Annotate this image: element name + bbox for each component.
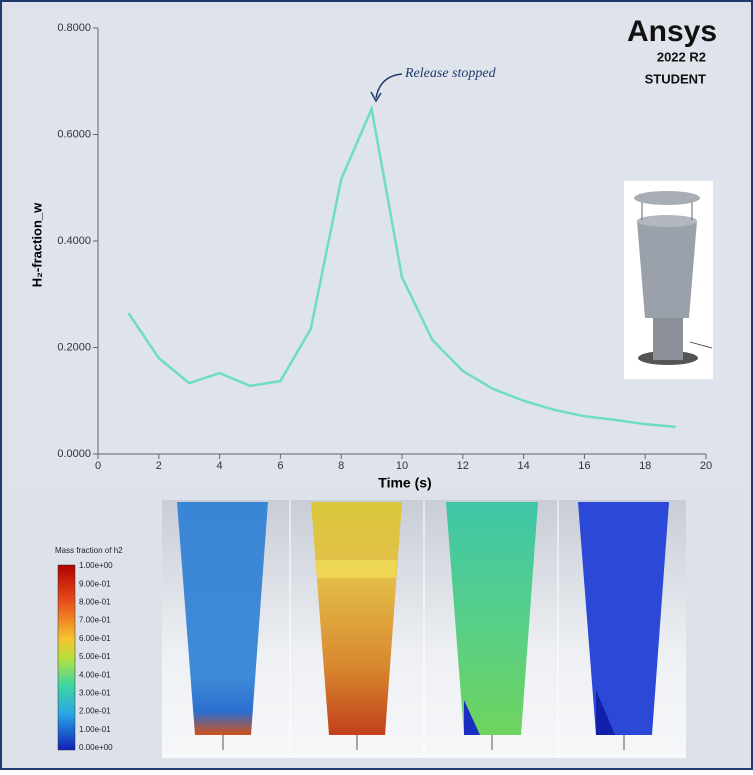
y-tick-label: 0.0000 [57,448,91,460]
y-tick-label: 0.8000 [57,22,91,34]
chart: Ansys 2022 R2 STUDENT Release stopped Ti… [0,0,753,770]
colorbar-title: Mass fraction of h2 [55,546,123,555]
colorbar-label: 4.00e-01 [79,670,111,679]
logo-name: Ansys [627,15,717,48]
colorbar-label: 1.00e-01 [79,725,111,734]
x-axis-title: Time (s) [378,475,431,491]
x-tick-label: 18 [639,460,651,472]
y-tick-label: 0.2000 [57,341,91,353]
colorbar-label: 1.00e+00 [79,561,113,570]
colorbar [58,565,75,750]
colorbar-label: 9.00e-01 [79,579,111,588]
y-tick-label: 0.4000 [57,235,91,247]
y-axis-title: H₂-fraction_w [29,202,44,287]
x-tick-label: 10 [396,460,408,472]
contour-panels [162,500,686,758]
logo-version: 2022 R2 [657,49,706,64]
colorbar-label: 0.00e+00 [79,743,113,752]
colorbar-label: 3.00e-01 [79,689,111,698]
colorbar-label: 6.00e-01 [79,634,111,643]
page: {"chart_data": {"type": "line", "x": [1,… [0,0,753,770]
y-tick-label: 0.6000 [57,128,91,140]
colorbar-label: 2.00e-01 [79,707,111,716]
x-tick-label: 16 [578,460,590,472]
colorbar-label: 7.00e-01 [79,616,111,625]
x-tick-label: 4 [217,460,223,472]
x-tick-label: 20 [700,460,712,472]
colorbar-label: 8.00e-01 [79,598,111,607]
annotation: Release stopped [404,66,497,81]
x-tick-label: 0 [95,460,101,472]
x-tick-label: 14 [517,460,529,472]
x-tick-label: 8 [338,460,344,472]
x-tick-label: 6 [277,460,283,472]
colorbar-label: 5.00e-01 [79,652,111,661]
tower-image [624,181,713,379]
x-tick-label: 12 [457,460,469,472]
logo-edition: STUDENT [645,71,706,86]
x-tick-label: 2 [156,460,162,472]
